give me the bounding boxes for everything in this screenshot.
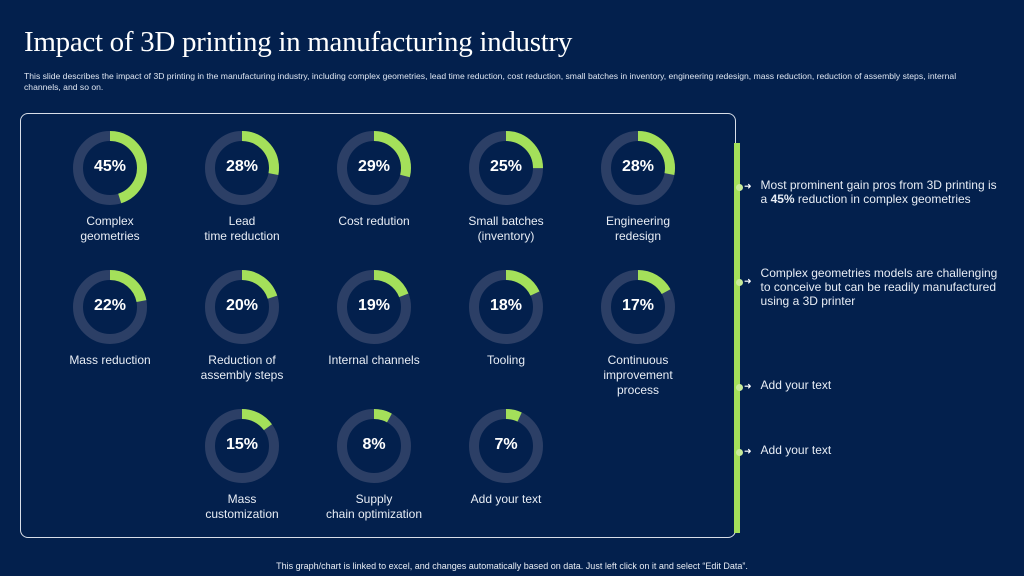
arrow-icon: ➜ [744,276,752,286]
donut-chart: 28% Engineering redesign [572,130,704,244]
timeline-bar [734,143,740,533]
donut-chart: 18% Tooling [440,269,572,368]
donut-chart: 15% Mass customization [176,408,308,522]
donut-chart: 25% Small batches (inventory) [440,130,572,244]
donut-value-arc [601,131,675,205]
donut-chart: 17% Continuous improvement process [572,269,704,398]
donut-category-label: Complex geometries [80,214,140,243]
donut-category-label: Mass reduction [69,353,151,367]
bullet-dot-icon [736,449,743,456]
donut-chart: 8% Supply chain optimization [308,408,440,522]
donut-svg [601,270,675,344]
donut-category-label: Lead time reduction [204,214,280,243]
donut-value-arc [469,131,543,205]
donut-chart: 28% Lead time reduction [176,130,308,244]
donut-value-label: 15% [225,436,259,453]
note-item: ➜ Complex geometries models are challeng… [736,266,1006,308]
donut-chart: 22% Mass reduction [44,269,176,368]
donut-category-label: Internal channels [328,353,420,367]
donut-chart: 45% Complex geometries [44,130,176,244]
donut-chart: 20% Reduction of assembly steps [176,269,308,383]
donut-svg [73,131,147,205]
donut-value-arc [205,270,279,344]
donut-value-arc [73,270,147,344]
donut-category-label: Reduction of assembly steps [200,353,284,382]
note-text: Complex geometries models are challengin… [760,266,998,308]
note-text: Add your text [760,443,832,457]
bullet-dot-icon [736,184,743,191]
donut-value-label: 28% [621,158,655,175]
donut-svg [469,131,543,205]
note-text: Add your text [760,378,832,392]
donut-svg [73,270,147,344]
donut-svg [337,131,411,205]
donut-category-label: Cost redution [338,214,410,228]
donut-category-label: Continuous improvement process [603,353,673,397]
bullet-dot-icon [736,384,743,391]
donut-value-arc [205,131,279,205]
donut-value-arc [601,270,675,344]
donut-category-label: Engineering redesign [605,214,671,243]
donut-value-arc [73,131,147,205]
donut-svg [601,131,675,205]
donut-svg [469,409,543,483]
donut-value-arc [337,409,411,483]
donut-value-label: 28% [225,158,259,175]
bullet-dot-icon [736,279,743,286]
donut-category-label: Small batches (inventory) [468,214,544,243]
note-item: ➜ Add your text [736,378,1006,392]
donut-value-label: 25% [489,158,523,175]
donut-value-label: 29% [357,158,391,175]
donut-value-label: 45% [93,158,127,175]
donut-svg [205,409,279,483]
donut-chart: 19% Internal channels [308,269,440,368]
donut-value-arc [337,131,411,205]
donut-category-label: Mass customization [205,492,279,521]
donut-category-label: Tooling [486,353,526,367]
page-title: Impact of 3D printing in manufacturing i… [24,26,573,58]
donut-category-label: Add your text [470,492,542,506]
donut-svg [337,409,411,483]
donut-value-label: 7% [494,436,518,453]
arrow-icon: ➜ [744,381,752,391]
donut-chart: 7% Add your text [440,408,572,507]
donut-value-label: 8% [362,436,386,453]
donut-value-label: 17% [621,297,655,314]
donut-value-arc [469,270,543,344]
donut-category-label: Supply chain optimization [325,492,423,521]
donut-value-label: 19% [357,297,391,314]
arrow-icon: ➜ [744,446,752,456]
donut-value-arc [469,409,543,483]
donut-value-arc [337,270,411,344]
note-item: ➜ Most prominent gain pros from 3D print… [736,178,1006,206]
donut-svg [205,131,279,205]
donut-value-arc [205,409,279,483]
donut-value-label: 18% [489,297,523,314]
donut-value-label: 20% [225,297,259,314]
note-text: Most prominent gain pros from 3D printin… [760,178,997,206]
note-item: ➜ Add your text [736,443,1006,457]
arrow-icon: ➜ [744,181,752,191]
page-subtitle: This slide describes the impact of 3D pr… [24,71,957,92]
donut-chart: 29% Cost redution [308,130,440,229]
donut-svg [205,270,279,344]
donut-value-label: 22% [93,297,127,314]
donut-svg [337,270,411,344]
footer-note: This graph/chart is linked to excel, and… [276,561,748,571]
donut-svg [469,270,543,344]
